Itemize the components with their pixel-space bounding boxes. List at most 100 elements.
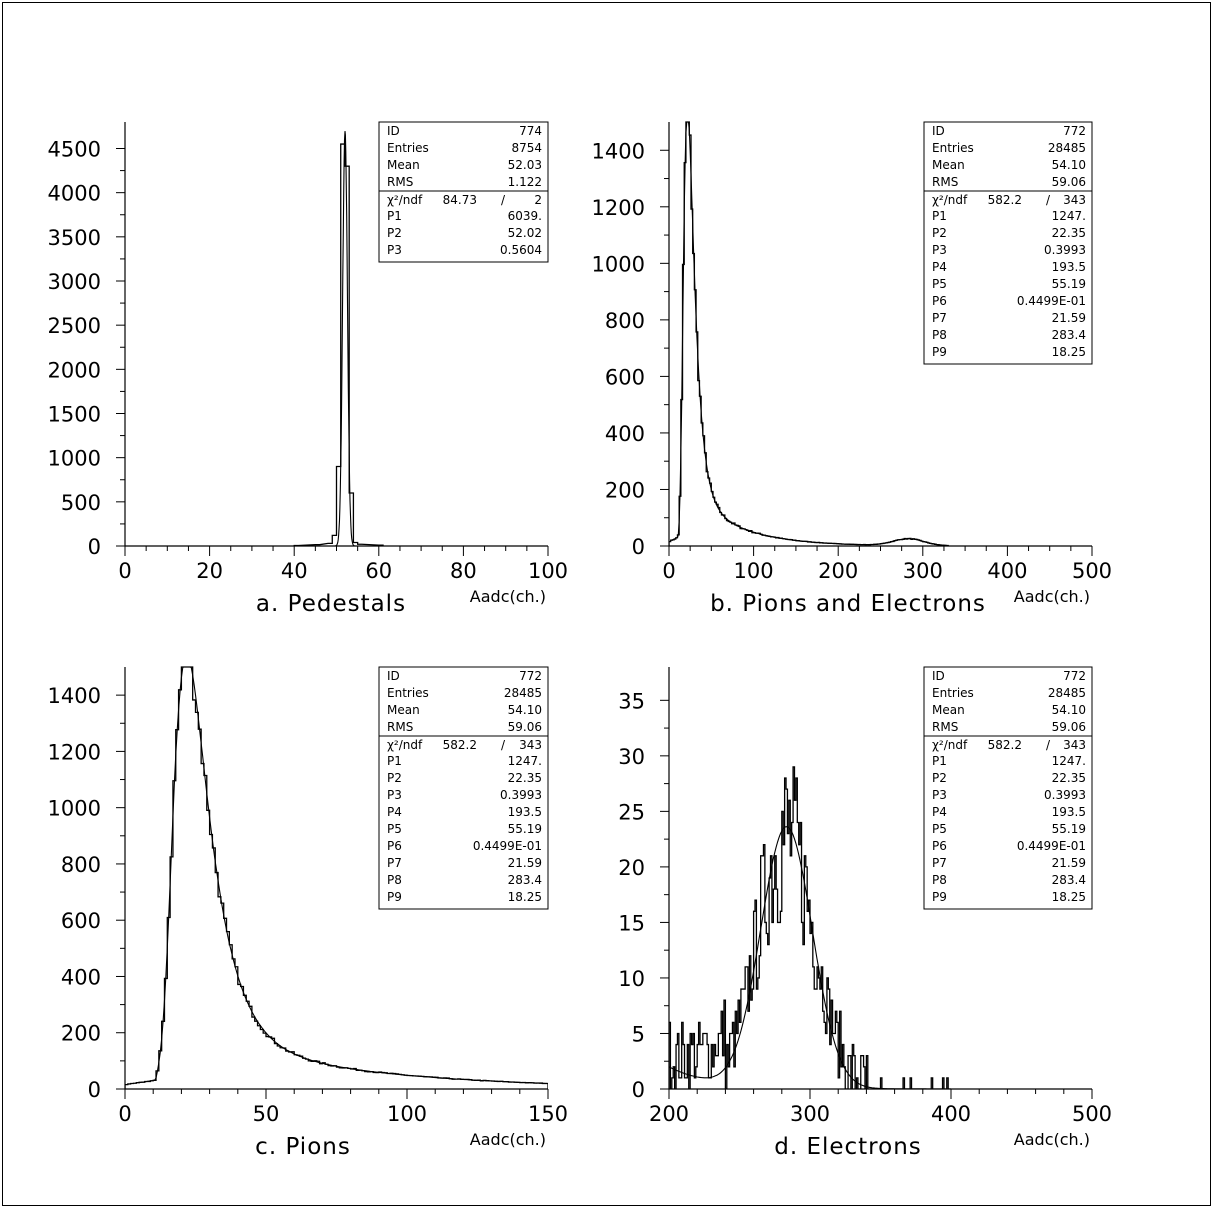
x-tick-label: 0 [118, 1102, 131, 1126]
param-value: 283.4 [1052, 328, 1086, 342]
y-tick-label: 25 [618, 800, 645, 824]
param-label: P8 [932, 328, 947, 342]
param-label: P2 [932, 771, 947, 785]
ndf-value: 343 [1063, 738, 1086, 752]
y-tick-label: 0 [632, 1078, 645, 1102]
stats-label: RMS [387, 175, 413, 189]
ndf-value: 343 [519, 738, 542, 752]
histogram-line [293, 143, 384, 546]
chi2-slash: / [501, 738, 506, 752]
y-tick-label: 1500 [48, 403, 101, 427]
param-value: 1247. [1052, 754, 1086, 768]
param-label: P6 [932, 839, 947, 853]
y-tick-label: 4000 [48, 182, 101, 206]
param-value: 18.25 [1052, 345, 1086, 359]
stats-box [923, 666, 1093, 910]
param-value: 55.19 [508, 822, 542, 836]
param-value: 1247. [1052, 209, 1086, 223]
stats-value: 8754 [511, 141, 542, 155]
x-tick-label: 60 [365, 559, 392, 583]
param-label: P1 [932, 209, 947, 223]
chi2-label: χ²/ndf [387, 738, 423, 752]
param-value: 283.4 [1052, 873, 1086, 887]
chart-panel-3: 0 200 400 600 800 1000 1200 1400 0 50 100 150 ID 772 E… [48, 666, 568, 1160]
param-value: 22.35 [1052, 771, 1086, 785]
y-tick-label: 200 [61, 1022, 101, 1046]
param-label: P1 [387, 754, 402, 768]
param-label: P9 [932, 890, 947, 904]
x-tick-label: 400 [931, 1102, 971, 1126]
y-tick-label: 1000 [48, 447, 101, 471]
stats-value: 28485 [504, 686, 542, 700]
param-value: 21.59 [1052, 856, 1086, 870]
stats-label: Mean [387, 158, 420, 172]
y-tick-label: 600 [61, 909, 101, 933]
stats-label: ID [932, 124, 945, 138]
x-tick-label: 100 [734, 559, 774, 583]
stats-label: RMS [387, 720, 413, 734]
stats-label: Entries [932, 686, 974, 700]
ndf-value: 2 [534, 193, 542, 207]
param-value: 283.4 [508, 873, 542, 887]
param-label: P2 [932, 226, 947, 240]
chi2-value: 582.2 [443, 738, 477, 752]
x-tick-label: 300 [790, 1102, 830, 1126]
param-value: 193.5 [1052, 260, 1086, 274]
y-tick-label: 400 [61, 965, 101, 989]
y-tick-label: 1000 [48, 797, 101, 821]
panel-caption: d. Electrons [774, 1134, 922, 1160]
x-tick-label: 50 [253, 1102, 280, 1126]
x-tick-label: 20 [196, 559, 223, 583]
chi2-label: χ²/ndf [932, 193, 968, 207]
x-tick-label: 150 [528, 1102, 568, 1126]
stats-label: ID [932, 669, 945, 683]
panel-caption: c. Pions [255, 1134, 351, 1160]
ndf-value: 343 [1063, 193, 1086, 207]
param-value: 1247. [508, 754, 542, 768]
fit-curve [669, 826, 951, 1089]
x-tick-label: 200 [818, 559, 858, 583]
histogram-line [669, 121, 949, 546]
panel-caption: b. Pions and Electrons [710, 591, 986, 617]
chart-panel-2: 0 200 400 600 800 1000 1200 1400 0 100 200 300 400 50… [592, 121, 1112, 617]
param-label: P5 [387, 822, 402, 836]
param-label: P9 [932, 345, 947, 359]
panel-caption: a. Pedestals [256, 591, 406, 617]
param-value: 193.5 [508, 805, 542, 819]
stats-value: 1.122 [508, 175, 542, 189]
x-tick-label: 300 [903, 559, 943, 583]
y-tick-label: 5 [632, 1022, 645, 1046]
y-tick-label: 500 [61, 491, 101, 515]
param-label: P3 [932, 243, 947, 257]
x-tick-label: 500 [1072, 559, 1112, 583]
y-tick-label: 600 [605, 365, 645, 389]
chi2-value: 582.2 [988, 738, 1022, 752]
x-tick-label: 40 [281, 559, 308, 583]
param-label: P2 [387, 771, 402, 785]
y-tick-label: 0 [88, 1078, 101, 1102]
stats-value: 59.06 [1052, 175, 1086, 189]
stats-label: Entries [387, 686, 429, 700]
param-value: 18.25 [508, 890, 542, 904]
stats-value: 772 [1063, 669, 1086, 683]
stats-label: ID [387, 124, 400, 138]
param-value: 22.35 [508, 771, 542, 785]
y-tick-label: 0 [632, 535, 645, 559]
fit-curve [672, 121, 949, 546]
stats-label: ID [387, 669, 400, 683]
param-value: 0.3993 [500, 788, 542, 802]
x-tick-label: 100 [528, 559, 568, 583]
stats-value: 52.03 [508, 158, 542, 172]
param-label: P8 [387, 873, 402, 887]
chi2-label: χ²/ndf [387, 193, 423, 207]
param-value: 52.02 [508, 226, 542, 240]
x-tick-label: 200 [649, 1102, 689, 1126]
param-value: 193.5 [1052, 805, 1086, 819]
param-value: 22.35 [1052, 226, 1086, 240]
param-label: P4 [932, 260, 947, 274]
y-tick-label: 1000 [592, 252, 645, 276]
chi2-slash: / [501, 193, 506, 207]
stats-label: RMS [932, 720, 958, 734]
